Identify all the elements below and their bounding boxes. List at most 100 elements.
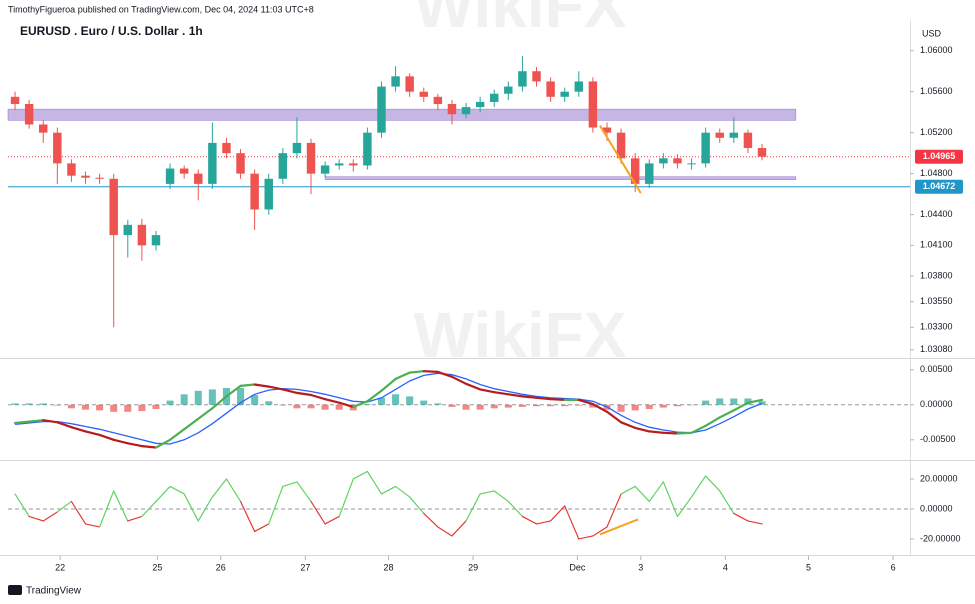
histogram-bar (194, 390, 202, 405)
macd-segment (267, 385, 284, 391)
oscillator-segment (550, 505, 566, 522)
macd-segment (634, 426, 651, 433)
candle-body (546, 81, 555, 97)
oscillator-segment (465, 493, 481, 522)
level-box (915, 179, 963, 194)
last-price-label: 1.04965 (923, 151, 956, 161)
oscillator-segment (423, 512, 439, 528)
oscillator-segment (296, 481, 312, 503)
oscillator-segment (141, 500, 157, 518)
histogram-bar (110, 404, 118, 412)
oscillator-segment (620, 485, 636, 495)
candle-body (24, 103, 34, 125)
candle-body (602, 127, 612, 133)
macd-segment (84, 430, 101, 436)
oscillator-segment (28, 515, 44, 522)
candle-body (306, 142, 316, 174)
candle-body (447, 103, 457, 115)
macd-segment (70, 426, 87, 433)
candle-body (320, 165, 330, 174)
macd-segment (42, 419, 59, 424)
candle-body (67, 163, 76, 176)
oscillator-segment (634, 485, 650, 503)
oscillator-segment (127, 515, 143, 522)
histogram-bar (561, 404, 569, 407)
histogram-bar (166, 400, 174, 405)
macd-segment (464, 382, 482, 391)
candle-body (490, 93, 499, 102)
oscillator-segment (662, 481, 679, 518)
oscillator-segment (747, 520, 763, 525)
oscillator-segment (394, 485, 411, 498)
y-tick-label: -0.00500 (920, 434, 956, 444)
oscillator-segment (84, 523, 101, 528)
histogram-bar (363, 404, 371, 405)
oscillator-segment (155, 485, 171, 503)
candle-body (616, 132, 626, 159)
candle-body (10, 96, 20, 104)
y-tick-label: 1.04400 (920, 209, 953, 219)
candle-body (137, 224, 147, 246)
x-tick-label: 28 (384, 562, 394, 572)
candle-body (250, 173, 259, 210)
histogram-bar (617, 404, 625, 412)
oscillator-segment (113, 490, 129, 522)
chart-title: EURUSD . Euro / U.S. Dollar . 1h (20, 24, 203, 38)
macd-segment (619, 421, 637, 429)
histogram-bar (490, 404, 498, 409)
x-tick-label: Dec (569, 562, 586, 572)
oscillator-segment (592, 526, 608, 537)
candle-body (39, 124, 48, 133)
author-line: TimothyFigueroa published on TradingView… (8, 4, 314, 14)
macd-segment (690, 424, 707, 434)
candle-body (222, 142, 231, 154)
histogram-bar (758, 401, 766, 405)
histogram-bar (716, 398, 724, 405)
candle-body (264, 178, 273, 210)
histogram-bar (688, 404, 696, 406)
macd-segment (239, 383, 256, 387)
oscillator-segment (479, 490, 495, 495)
macd-segment (366, 389, 383, 403)
histogram-bar (237, 388, 245, 405)
oscillator-segment (338, 478, 354, 518)
candle-body (687, 163, 696, 165)
candle-body (588, 81, 598, 128)
macd-segment (295, 391, 313, 397)
macd-segment (56, 421, 73, 429)
oscillator-segment (733, 512, 749, 522)
x-tick-label: 22 (55, 562, 65, 572)
watermark: WikiFX (414, 0, 627, 41)
oscillator-segment (183, 493, 199, 522)
candle-body (574, 81, 584, 92)
x-tick-label: 6 (891, 562, 896, 572)
oscillator-segment (719, 490, 735, 515)
oscillator-segment (211, 478, 228, 498)
oscillator-segment (197, 496, 213, 522)
oscillator-segment (268, 485, 284, 525)
oscillator-segment (225, 478, 242, 503)
macd-segment (521, 395, 538, 399)
oscillator-segment (564, 505, 580, 540)
macd-segment (324, 398, 341, 404)
x-tick-label: 5 (806, 562, 811, 572)
logo (8, 585, 22, 595)
oscillator-segment (14, 493, 30, 518)
histogram-bar (208, 389, 216, 405)
histogram-bar (504, 404, 512, 408)
candle-body (757, 148, 767, 157)
candle-body (532, 71, 541, 82)
oscillator-segment (324, 515, 340, 525)
candle-body (179, 168, 189, 174)
oscillator-segment (254, 523, 270, 533)
histogram-bar (39, 403, 47, 405)
histogram-bar (67, 404, 75, 409)
oscillator-segment (676, 496, 693, 518)
histogram-bar (307, 404, 315, 409)
oscillator-segment (56, 500, 73, 513)
macd-segment (436, 370, 454, 378)
macd-segment (676, 431, 693, 435)
histogram-bar (293, 404, 301, 409)
y-tick-label: 1.05600 (920, 86, 953, 96)
y-tick-label: 1.03800 (920, 270, 953, 280)
